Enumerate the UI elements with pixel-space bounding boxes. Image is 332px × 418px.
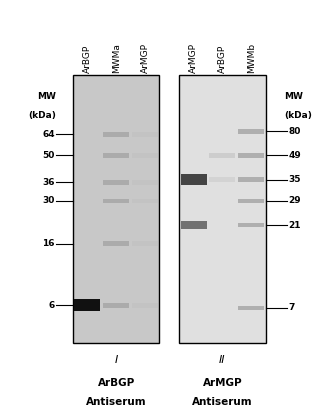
Text: 7: 7 [288, 303, 294, 313]
Bar [73, 75, 159, 343]
Text: Antiserum: Antiserum [192, 397, 253, 407]
Bar [132, 132, 158, 137]
Bar [103, 241, 129, 246]
Text: ArBGP: ArBGP [83, 45, 92, 73]
Bar [238, 129, 264, 134]
Bar [132, 153, 158, 158]
Bar [132, 241, 158, 246]
Text: 21: 21 [288, 221, 301, 229]
Bar [103, 303, 129, 308]
Text: 35: 35 [288, 175, 301, 184]
Text: 16: 16 [42, 239, 55, 248]
Text: ArMGP: ArMGP [140, 43, 149, 73]
Text: ArBGP: ArBGP [98, 378, 135, 388]
Text: 36: 36 [42, 178, 55, 187]
Text: 49: 49 [288, 151, 301, 160]
Bar [238, 223, 264, 227]
Bar [132, 180, 158, 185]
Bar [103, 132, 129, 137]
Text: 50: 50 [42, 151, 55, 160]
Bar [103, 153, 129, 158]
Text: ArMGP: ArMGP [203, 378, 242, 388]
Text: (kDa): (kDa) [284, 111, 312, 120]
Text: 80: 80 [288, 127, 300, 136]
Bar [103, 180, 129, 185]
Bar [181, 221, 207, 229]
Text: II: II [219, 355, 226, 365]
Text: (kDa): (kDa) [29, 111, 56, 120]
Text: 6: 6 [48, 301, 55, 310]
Bar [181, 174, 207, 185]
Text: I: I [115, 355, 118, 365]
Bar [238, 153, 264, 158]
Bar [209, 177, 235, 182]
Bar [238, 177, 264, 182]
Text: MWMa: MWMa [112, 43, 121, 73]
Text: Antiserum: Antiserum [86, 397, 146, 407]
Text: ArBGP: ArBGP [218, 45, 227, 73]
Text: 64: 64 [42, 130, 55, 139]
Text: ArMGP: ArMGP [189, 43, 198, 73]
Text: 30: 30 [42, 196, 55, 206]
Text: 29: 29 [288, 196, 301, 206]
Text: MW: MW [38, 92, 56, 101]
Bar [238, 199, 264, 204]
Bar [209, 153, 235, 158]
Bar [132, 303, 158, 308]
Bar [103, 199, 129, 204]
Text: MW: MW [284, 92, 303, 101]
Bar [74, 299, 100, 311]
Text: MWMb: MWMb [247, 43, 256, 73]
Bar [238, 306, 264, 311]
Bar [132, 199, 158, 204]
Bar [179, 75, 266, 343]
